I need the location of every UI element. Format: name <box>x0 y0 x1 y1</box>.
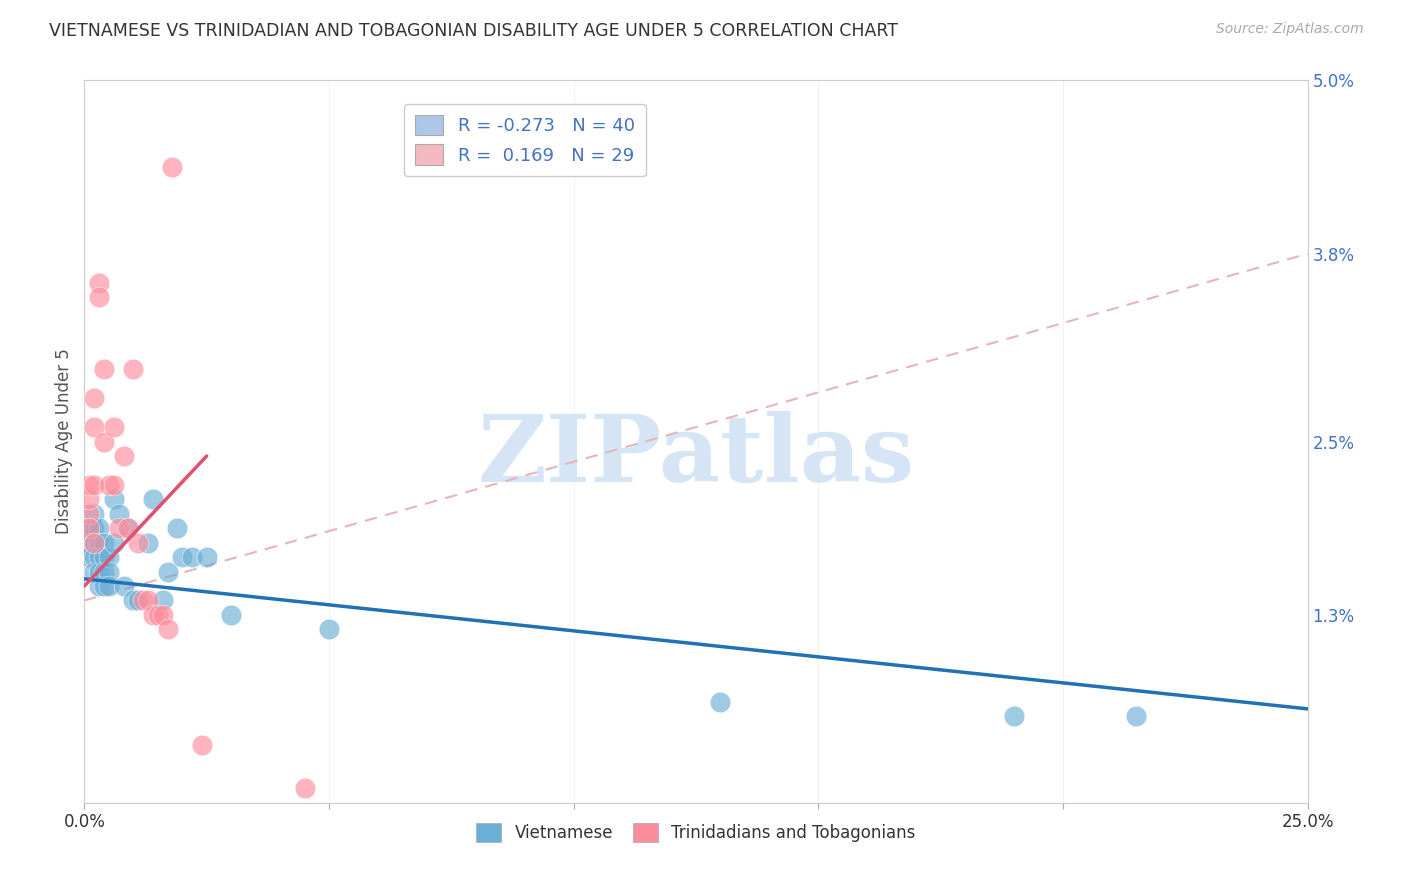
Point <box>152 607 174 622</box>
Point <box>136 535 159 549</box>
Point <box>93 550 115 565</box>
Point <box>83 478 105 492</box>
Point <box>87 579 110 593</box>
Point <box>93 362 115 376</box>
Point <box>83 535 105 549</box>
Point <box>132 593 155 607</box>
Point <box>97 550 120 565</box>
Point <box>93 579 115 593</box>
Text: VIETNAMESE VS TRINIDADIAN AND TOBAGONIAN DISABILITY AGE UNDER 5 CORRELATION CHAR: VIETNAMESE VS TRINIDADIAN AND TOBAGONIAN… <box>49 22 898 40</box>
Legend: Vietnamese, Trinidadians and Tobagonians: Vietnamese, Trinidadians and Tobagonians <box>470 816 922 848</box>
Point <box>87 290 110 304</box>
Point <box>83 535 105 549</box>
Point <box>1002 709 1025 723</box>
Point <box>162 160 184 174</box>
Point <box>83 391 105 405</box>
Point <box>87 565 110 579</box>
Point <box>127 535 149 549</box>
Text: ZIPatlas: ZIPatlas <box>478 411 914 501</box>
Point <box>77 535 100 549</box>
Point <box>181 550 204 565</box>
Point <box>77 550 100 565</box>
Point <box>318 623 340 637</box>
Point <box>83 507 105 521</box>
Point <box>83 420 105 434</box>
Point <box>122 593 145 607</box>
Point <box>122 362 145 376</box>
Point <box>709 695 731 709</box>
Point <box>294 781 316 796</box>
Point <box>152 593 174 607</box>
Point <box>103 535 125 549</box>
Point <box>1125 709 1147 723</box>
Y-axis label: Disability Age Under 5: Disability Age Under 5 <box>55 349 73 534</box>
Point <box>156 623 179 637</box>
Point <box>93 565 115 579</box>
Point <box>117 521 139 535</box>
Point <box>87 521 110 535</box>
Point <box>77 478 100 492</box>
Point <box>107 521 129 535</box>
Point <box>77 492 100 507</box>
Point <box>83 565 105 579</box>
Point <box>77 521 100 535</box>
Point <box>112 449 135 463</box>
Text: Source: ZipAtlas.com: Source: ZipAtlas.com <box>1216 22 1364 37</box>
Point <box>127 593 149 607</box>
Point <box>93 535 115 549</box>
Point <box>191 738 214 752</box>
Point <box>156 565 179 579</box>
Point <box>83 550 105 565</box>
Point <box>172 550 194 565</box>
Point <box>219 607 242 622</box>
Point <box>166 521 188 535</box>
Point <box>103 420 125 434</box>
Point <box>87 535 110 549</box>
Point <box>112 579 135 593</box>
Point <box>136 593 159 607</box>
Point <box>77 521 100 535</box>
Point <box>107 507 129 521</box>
Point <box>77 507 100 521</box>
Point <box>146 607 169 622</box>
Point <box>97 478 120 492</box>
Point <box>103 478 125 492</box>
Point <box>83 521 105 535</box>
Point <box>87 550 110 565</box>
Point <box>97 579 120 593</box>
Point <box>97 565 120 579</box>
Point <box>93 434 115 449</box>
Point <box>87 276 110 290</box>
Point <box>103 492 125 507</box>
Point <box>142 607 165 622</box>
Point <box>142 492 165 507</box>
Point <box>195 550 218 565</box>
Point <box>117 521 139 535</box>
